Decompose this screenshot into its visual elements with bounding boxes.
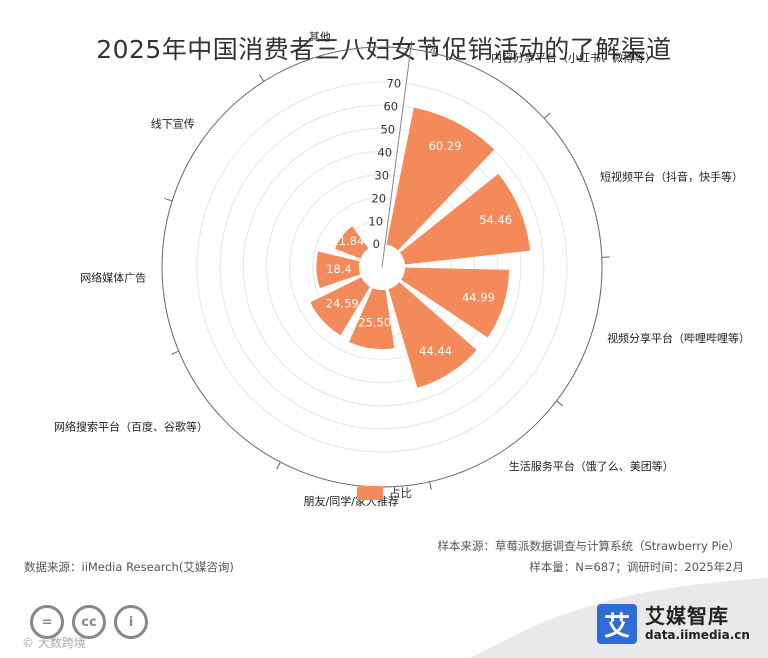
grid-ring [242,127,522,407]
tick-label-1: 10 [368,214,383,228]
tick-label-2: 20 [371,191,386,205]
bar-4 [349,288,395,350]
bar-2 [401,267,510,338]
outer-tick [543,112,551,119]
grid-ring [265,150,499,384]
tick-label-6: 60 [383,100,398,114]
value-label-4: 25.50 [358,316,391,330]
category-label-4: 朋友/同学/家人推荐 [303,494,398,508]
category-label-1: 短视频平台（抖音，快手等） [600,170,743,184]
sample-size: 样本量：N=687；调研时间：2025年2月 [529,560,744,574]
value-label-8: 0.18 [360,218,386,232]
sample-source: 样本来源：草莓派数据调查与计算系统（Strawberry Pie） [437,539,740,553]
bar-series: 60.29 54.46 44.99 44.44 25.50 24.59 18.4 11.84 0… [310,107,531,388]
value-label-6: 18.4 [326,262,352,276]
category-label-6: 网络媒体广告 [80,270,146,284]
brand-url: data.iimedia.cn [645,628,750,642]
bar-3 [388,282,477,388]
outer-tick [164,197,173,202]
tick-label-7: 70 [387,77,402,91]
bar-5 [310,277,371,336]
brand-logo-icon: 艾 [597,604,637,644]
cc-by-icon: i [114,605,148,639]
value-label-3: 44.44 [419,344,452,358]
tick-label-3: 30 [374,168,389,182]
outer-tick [429,481,432,490]
grid-ring [289,174,475,360]
value-label-2: 44.99 [462,290,495,304]
chart-title: 2025年中国消费者三八妇女节促销活动的了解渠道 [96,35,672,64]
bar-0 [386,107,495,251]
category-label-3: 生活服务平台（饿了么、美团等） [509,459,674,473]
unit-label: % [427,42,438,56]
brand-name: 艾媒智库 [645,604,729,628]
category-labels: 内容分享平台（小红书、微博等） 短视频平台（抖音，快手等） 视频分享平台（哔哩哔哩等… [54,31,750,508]
grid-ring [196,81,568,453]
outer-tick [171,350,179,355]
cc-nd-icon: = [30,605,64,639]
outer-tick [259,74,265,82]
value-label-5: 24.59 [326,296,359,310]
radial-axis: 0 10 20 30 40 50 60 70% [368,42,438,268]
watermark: © 大数跨境 [22,636,86,650]
tick-label-4: 40 [377,145,392,159]
category-label-2: 视频分享平台（哔哩哔哩等） [607,331,750,345]
value-label-7: 11.84 [331,234,364,248]
legend-swatch [357,486,383,500]
bar-6 [316,251,361,289]
cc-icon: cc [72,605,106,639]
bar-8 [370,243,384,247]
value-label-1: 54.46 [479,213,512,227]
category-label-7: 线下宣传 [151,116,195,130]
data-source: 数据来源：iiMedia Research(艾媒咨询) [24,560,234,574]
brand: 艾 艾媒智库 data.iimedia.cn [597,604,750,644]
outer-tick [556,400,564,407]
outer-tick [410,40,413,49]
value-label-0: 60.29 [429,139,462,153]
tick-label-0: 0 [373,237,380,251]
license-icons: = cc i [30,605,148,639]
bar-7 [335,226,369,259]
outer-tick [276,461,281,470]
tick-label-5: 50 [380,122,395,136]
bar-1 [399,173,531,265]
legend: 占比 [357,486,412,500]
category-label-0: 内容分享平台（小红书、微博等） [491,51,656,65]
grid-ring [219,104,545,430]
legend-label: 占比 [389,486,412,500]
radial-axis-line [381,48,412,268]
category-label-8: 其他 [309,31,331,44]
category-label-5: 网络搜索平台（百度、谷歌等） [54,419,208,433]
